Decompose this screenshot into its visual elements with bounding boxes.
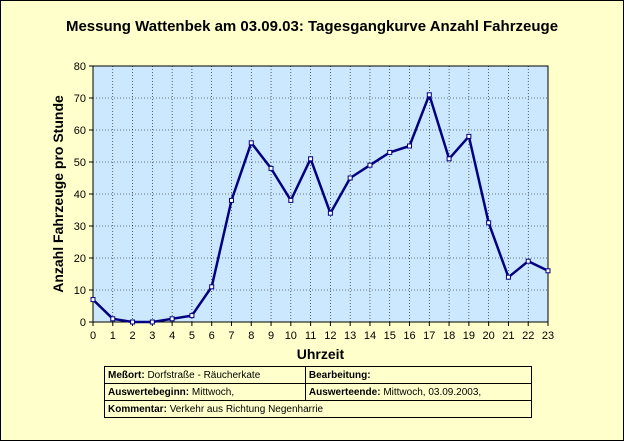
info-table: Meßort: Dorfstraße - Räucherkate Bearbei… xyxy=(104,366,533,418)
x-tick-label: 5 xyxy=(189,330,195,342)
x-tick-label: 4 xyxy=(169,330,175,342)
series-line xyxy=(92,93,549,324)
x-tick-label: 21 xyxy=(502,330,514,342)
bearbeitung-cell: Bearbeitung: xyxy=(304,366,533,384)
x-tick-label: 9 xyxy=(268,330,274,342)
y-tick-label: 50 xyxy=(74,157,86,169)
x-tick-label: 8 xyxy=(248,330,254,342)
data-point xyxy=(505,274,511,280)
chart-title: Messung Wattenbek am 03.09.03: Tagesgang… xyxy=(65,18,559,35)
ende-label: Auswerteende: xyxy=(308,386,381,398)
y-tick-label: 0 xyxy=(80,317,86,329)
data-point xyxy=(545,268,551,274)
x-tick-label: 14 xyxy=(364,330,376,342)
data-point xyxy=(426,92,432,98)
x-tick-label: 0 xyxy=(90,330,96,342)
data-point xyxy=(367,162,373,168)
y-tick-label: 70 xyxy=(74,93,86,105)
ende-cell: Auswerteende: Mittwoch, 03.09.2003, xyxy=(304,383,533,401)
data-point xyxy=(466,133,472,139)
y-tick-label: 40 xyxy=(74,189,86,201)
y-tick-label: 30 xyxy=(74,221,86,233)
beginn-cell: Auswertebeginn: Mittwoch, xyxy=(104,383,306,401)
data-point xyxy=(288,197,294,203)
info-row-1: Meßort: Dorfstraße - Räucherkate Bearbei… xyxy=(104,366,533,384)
x-tick-label: 6 xyxy=(209,330,215,342)
x-tick-label: 16 xyxy=(403,330,415,342)
data-point xyxy=(110,316,116,322)
beginn-value: Mittwoch, xyxy=(191,386,235,398)
x-tick-label: 1 xyxy=(110,330,116,342)
messort-value: Dorfstraße - Räucherkate xyxy=(147,369,261,381)
messort-cell: Meßort: Dorfstraße - Räucherkate xyxy=(104,366,306,384)
beginn-label: Auswertebeginn: xyxy=(108,386,190,398)
x-tick-label: 18 xyxy=(443,330,455,342)
x-tick-label: 22 xyxy=(522,330,534,342)
x-tick-label: 10 xyxy=(285,330,297,342)
data-point xyxy=(525,258,531,264)
data-point xyxy=(387,149,393,155)
data-point xyxy=(486,220,492,226)
x-tick-label: 23 xyxy=(542,330,554,342)
data-point xyxy=(90,297,96,303)
ende-value: Mittwoch, 03.09.2003, xyxy=(383,386,482,398)
kommentar-label: Kommentar: xyxy=(108,403,167,415)
data-point xyxy=(248,140,254,146)
y-tick-label: 60 xyxy=(74,125,86,137)
plot-area xyxy=(92,65,549,323)
x-tick-label: 3 xyxy=(149,330,155,342)
x-tick-label: 13 xyxy=(344,330,356,342)
data-point xyxy=(209,284,215,290)
messort-label: Meßort: xyxy=(108,369,145,381)
kommentar-cell: Kommentar: Verkehr aus Richtung Negenhar… xyxy=(104,400,532,418)
x-tick-label: 20 xyxy=(483,330,495,342)
x-tick-label: 2 xyxy=(130,330,136,342)
y-axis-label: Anzahl Fahrzeuge pro Stunde xyxy=(50,95,66,293)
data-point xyxy=(228,197,234,203)
data-point xyxy=(130,319,136,325)
x-tick-label: 12 xyxy=(324,330,336,342)
data-point xyxy=(446,156,452,162)
data-point xyxy=(169,316,175,322)
x-tick-label: 19 xyxy=(463,330,475,342)
info-row-3: Kommentar: Verkehr aus Richtung Negenhar… xyxy=(104,400,532,418)
data-point xyxy=(407,143,413,149)
x-tick-label: 7 xyxy=(228,330,234,342)
y-tick-label: 20 xyxy=(74,253,86,265)
info-row-2: Auswertebeginn: Mittwoch, Auswerteende: … xyxy=(104,383,533,401)
x-tick-label: 11 xyxy=(305,330,316,342)
data-point xyxy=(268,165,274,171)
x-tick-label: 15 xyxy=(384,330,396,342)
y-tick-label: 10 xyxy=(74,285,86,297)
data-point xyxy=(347,175,353,181)
data-point xyxy=(149,319,155,325)
x-axis-label: Uhrzeit xyxy=(296,346,345,362)
data-point xyxy=(189,313,195,319)
kommentar-value: Verkehr aus Richtung Negenharrie xyxy=(169,403,324,415)
data-point xyxy=(327,210,333,216)
y-tick-label: 80 xyxy=(74,61,86,73)
bearbeitung-label: Bearbeitung: xyxy=(308,369,371,381)
x-tick-label: 17 xyxy=(423,330,435,342)
data-point xyxy=(308,156,314,162)
